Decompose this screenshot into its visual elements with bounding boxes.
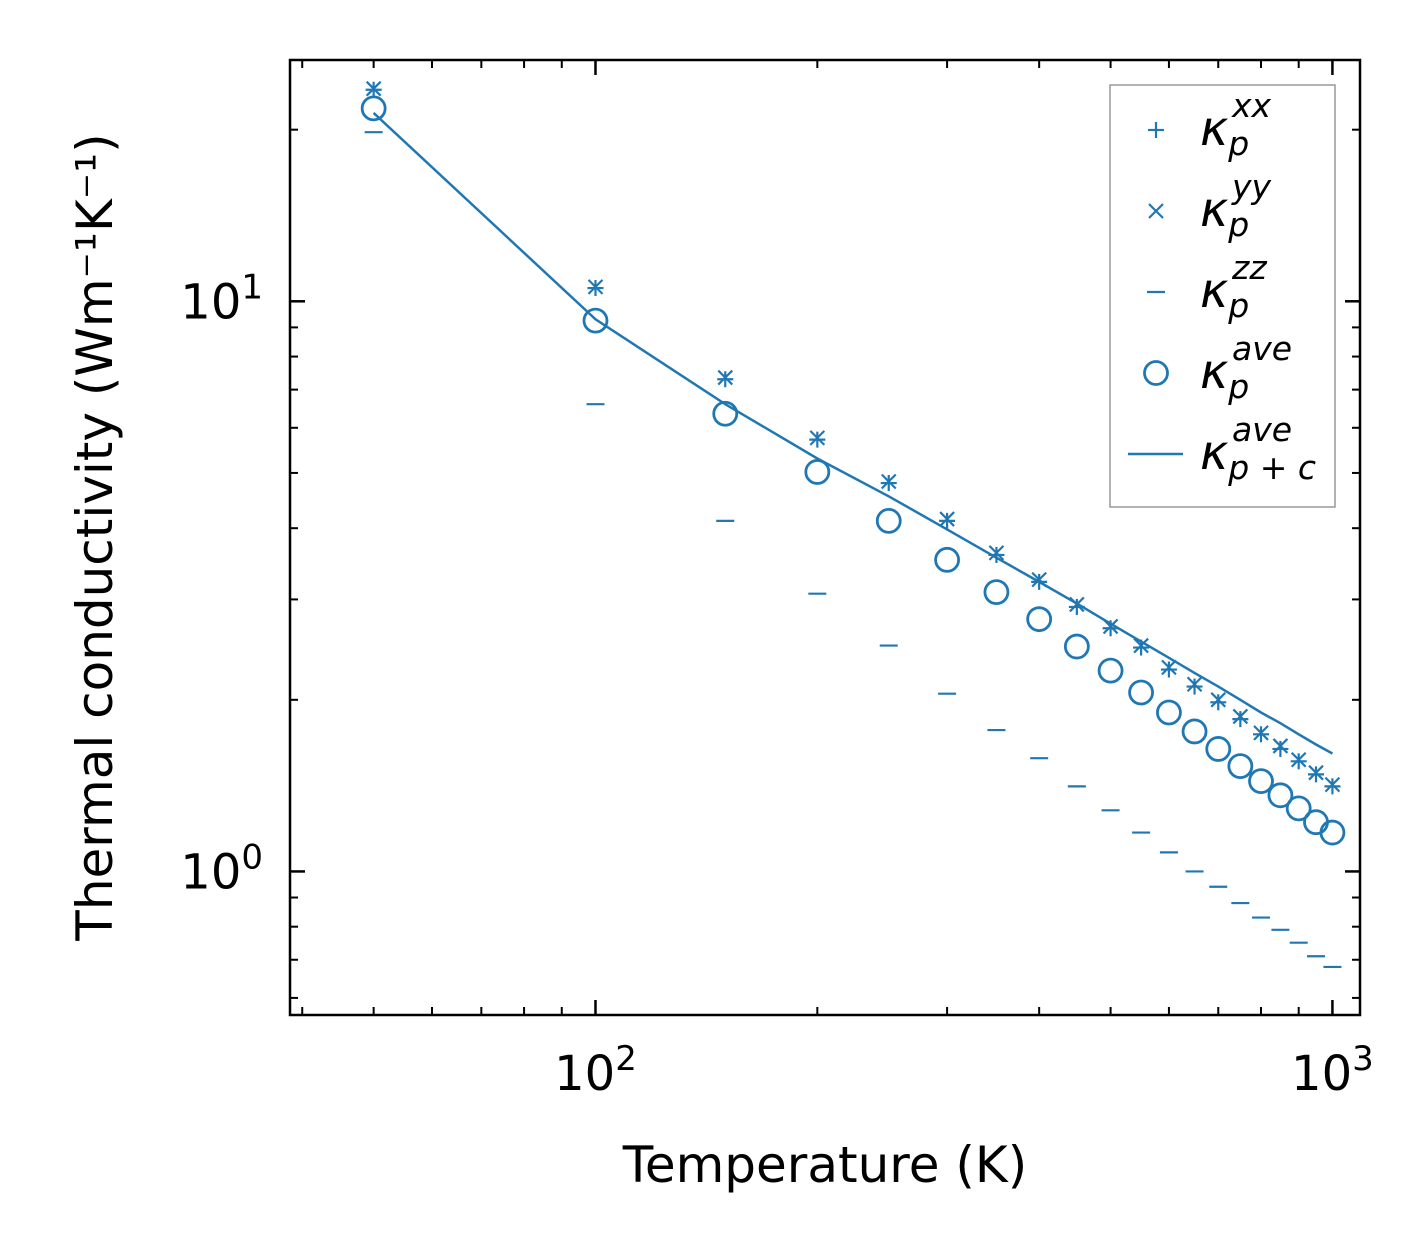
point-kappa_p_ave — [983, 579, 1010, 605]
point-kappa_p_xx — [1186, 678, 1203, 695]
point-kappa_p_yy-d2 — [880, 473, 897, 490]
legend-entry-kappa_p_yy: κpyy — [1148, 167, 1272, 244]
point-kappa_p_ave — [1097, 657, 1124, 684]
point-kappa_p_ave — [1319, 819, 1346, 846]
legend-label: κp + cave — [1200, 410, 1316, 487]
point-kappa_p_yy-d2 — [1210, 692, 1227, 708]
point-kappa_p_yy — [1161, 659, 1177, 676]
point-kappa_p_yy — [587, 279, 604, 295]
point-kappa_p_xx — [1324, 778, 1341, 795]
point-kappa_p_xx — [1290, 753, 1307, 770]
point-kappa_p_xx — [1308, 766, 1325, 783]
point-kappa_p_xx — [1210, 694, 1227, 711]
point-kappa_p_xx — [1160, 661, 1177, 678]
point-kappa_p_yy-d2 — [939, 511, 955, 527]
point-kappa_p_ave — [804, 459, 831, 485]
point-kappa_p_ave — [1285, 795, 1312, 822]
axes-frame — [288, 58, 1362, 1017]
legend-entry-kappa_p_xx: κpxx — [1148, 86, 1272, 163]
major-ticks — [290, 60, 1360, 1015]
point-kappa_p_yy-d2 — [1272, 738, 1289, 754]
point-kappa_p_yy — [1308, 764, 1324, 781]
point-kappa_p_yy-d2 — [1290, 751, 1307, 768]
legend-label: κpave — [1200, 329, 1292, 406]
point-kappa_p_yy-d2 — [988, 545, 1005, 561]
point-kappa_p_yy — [1186, 676, 1203, 692]
x-tick-label: 103 — [1291, 1039, 1374, 1102]
point-kappa_p_ave — [1026, 606, 1053, 633]
legend-entry-kappa_pc_ave: κp + cave — [1128, 410, 1316, 487]
point-kappa_p_yy-d2 — [1308, 764, 1324, 781]
point-kappa_p_ave — [1063, 633, 1090, 660]
point-kappa_p_xx — [939, 512, 956, 529]
legend-handle — [1143, 360, 1169, 386]
y-tick-label: 101 — [180, 267, 263, 330]
minor-ticks — [290, 60, 1360, 1015]
point-kappa_p_yy — [939, 511, 955, 527]
point-kappa_p_yy — [880, 473, 897, 490]
point-kappa_p_yy — [1253, 725, 1269, 741]
y-axis-label: Thermal conductivity (Wm⁻¹K⁻¹) — [66, 133, 124, 941]
point-kappa_p_ave — [1248, 768, 1274, 795]
point-kappa_p_yy-d2 — [365, 80, 382, 97]
point-kappa_p_ave — [1227, 753, 1254, 780]
legend-handle-d2 — [1148, 203, 1164, 219]
series-kappa_p_ave — [360, 95, 1346, 846]
legend-label: κpyy — [1200, 167, 1272, 244]
x-tick-label: 102 — [554, 1039, 637, 1102]
point-kappa_p_yy — [365, 80, 382, 97]
series-kappa_pc_ave — [372, 111, 1334, 755]
point-kappa_p_yy — [1210, 692, 1227, 708]
point-kappa_p_ave — [1205, 736, 1232, 762]
x-axis-label: Temperature (K) — [622, 1136, 1027, 1194]
point-kappa_p_yy-d2 — [587, 279, 604, 295]
point-kappa_p_yy — [809, 430, 826, 446]
point-kappa_p_yy-d2 — [1031, 571, 1047, 588]
point-kappa_p_yy-d2 — [717, 369, 734, 386]
point-kappa_p_ave — [875, 507, 902, 534]
line-kappa_pc_ave — [372, 111, 1334, 755]
point-kappa_p_yy — [1324, 776, 1341, 793]
point-kappa_p_ave — [934, 546, 960, 573]
legend-label: κpzz — [1200, 248, 1267, 325]
point-kappa_p_ave — [1267, 782, 1294, 809]
point-kappa_p_ave — [1181, 718, 1208, 745]
point-kappa_p_yy — [1272, 738, 1289, 754]
legend-handle — [1148, 122, 1164, 138]
point-kappa_p_ave — [1156, 699, 1182, 726]
tick-labels: 102 103 100 101 — [180, 267, 1373, 1102]
y-tick-label: 100 — [180, 837, 263, 900]
point-kappa_p_yy-d2 — [1161, 659, 1177, 676]
legend-label: κpxx — [1200, 86, 1272, 163]
legend-entry-kappa_p_ave: κpave — [1143, 329, 1292, 406]
point-kappa_p_yy — [1290, 751, 1307, 768]
point-kappa_p_yy — [1232, 708, 1249, 725]
point-kappa_p_yy-d2 — [1232, 708, 1249, 725]
point-kappa_p_yy-d2 — [1186, 676, 1203, 692]
point-kappa_p_yy-d2 — [809, 430, 826, 446]
point-kappa_p_yy — [1133, 637, 1149, 654]
point-kappa_p_yy-d2 — [1253, 725, 1269, 741]
series-kappa_p_zz — [364, 131, 1342, 969]
legend-entry-kappa_p_zz: κpzz — [1147, 248, 1267, 325]
point-kappa_p_yy — [717, 369, 734, 386]
point-kappa_p_ave — [712, 400, 739, 427]
legend-handle — [1148, 203, 1164, 219]
point-kappa_p_xx — [1272, 740, 1289, 757]
plot-area — [360, 80, 1346, 969]
point-kappa_p_xx — [717, 371, 734, 388]
legend-frame — [1109, 84, 1336, 508]
point-kappa_p_yy-d2 — [1102, 618, 1119, 635]
point-kappa_p_yy-d2 — [1324, 776, 1341, 793]
point-kappa_p_ave — [360, 95, 387, 122]
point-kappa_p_ave — [1128, 679, 1154, 706]
point-kappa_p_ave — [582, 307, 609, 334]
point-kappa_p_yy-d2 — [1133, 637, 1149, 654]
point-kappa_p_xx — [809, 431, 826, 448]
point-kappa_p_yy — [988, 545, 1005, 561]
point-kappa_p_xx — [1232, 711, 1249, 728]
